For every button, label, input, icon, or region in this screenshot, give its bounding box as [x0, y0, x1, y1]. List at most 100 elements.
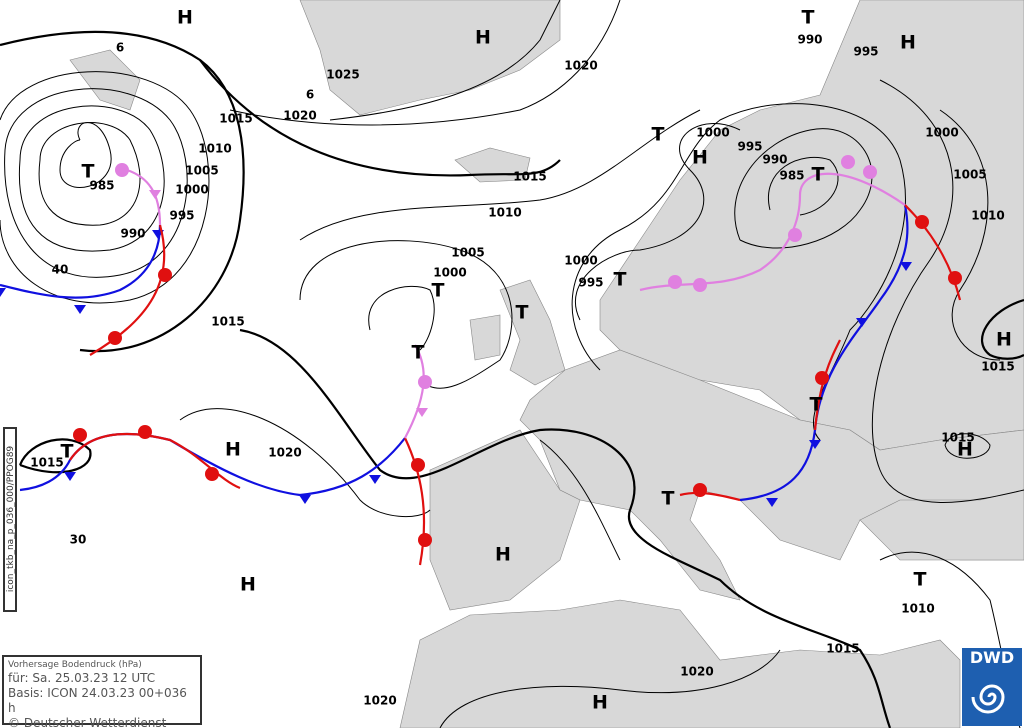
front-semicircle [108, 331, 122, 345]
weather-front [0, 224, 162, 299]
pressure-value-label: 40 [52, 263, 69, 277]
pressure-value-label: 1005 [185, 164, 218, 178]
isobar [4, 88, 188, 278]
pressure-value-label: 1015 [513, 170, 546, 184]
low-pressure-label: T [812, 164, 825, 186]
front-semicircle [668, 275, 682, 289]
pressure-value-label: 995 [853, 45, 878, 59]
turkey [859, 489, 1024, 561]
isobar [574, 123, 741, 321]
pressure-value-label: 1000 [175, 183, 208, 197]
isobar [199, 59, 561, 177]
pressure-value-label: 1020 [680, 665, 713, 679]
low-pressure-label: T [61, 441, 74, 463]
pressure-value-label: 1005 [451, 246, 484, 260]
front-triangle [299, 495, 311, 504]
dwd-logo: DWD [962, 648, 1022, 726]
front-semicircle [418, 533, 432, 547]
high-pressure-label: H [225, 439, 241, 461]
pressure-value-label: 1000 [564, 254, 597, 268]
high-pressure-label: H [692, 147, 708, 169]
pressure-value-label: 1015 [981, 360, 1014, 374]
front-semicircle [863, 165, 877, 179]
isobar [38, 122, 141, 226]
africa [399, 599, 961, 728]
front-triangle [149, 190, 161, 199]
weather-front [679, 491, 741, 502]
pressure-value-label: 1020 [564, 59, 597, 73]
front-triangle [0, 288, 6, 297]
isobar [18, 105, 165, 252]
front-semicircle [815, 371, 829, 385]
pressure-value-label: 995 [737, 140, 762, 154]
front-semicircle [418, 375, 432, 389]
land-masses [69, 0, 1024, 728]
pressure-value-label: 1015 [219, 112, 252, 126]
isobar [539, 439, 621, 561]
front-triangle [74, 305, 86, 314]
front-semicircle [693, 483, 707, 497]
front-semicircle [115, 163, 129, 177]
legend-basis: Basis: ICON 24.03.23 00+036 h [8, 686, 187, 715]
isobar [0, 30, 245, 353]
legend-valid-time: für: Sa. 25.03.23 12 UTC [8, 671, 156, 685]
iberia [429, 429, 581, 611]
pressure-value-label: 1010 [198, 142, 231, 156]
pressure-value-label: 990 [797, 33, 822, 47]
low-pressure-label: T [914, 569, 927, 591]
pressure-value-label: 1015 [211, 315, 244, 329]
pressure-value-label: 1020 [363, 694, 396, 708]
front-semicircle [411, 458, 425, 472]
british-isles [469, 279, 566, 386]
front-semicircle [158, 268, 172, 282]
pressure-value-label: 1015 [30, 456, 63, 470]
low-pressure-label: T [516, 302, 529, 324]
front-semicircle [841, 155, 855, 169]
greenland [299, 0, 561, 116]
isobar [0, 71, 210, 304]
front-triangle [369, 475, 381, 484]
high-pressure-label: H [495, 544, 511, 566]
high-pressure-label: H [475, 27, 491, 49]
isobar [871, 79, 1024, 503]
isobar [299, 240, 513, 389]
front-semicircle [915, 215, 929, 229]
isobar [944, 433, 991, 459]
front-triangle [416, 408, 428, 417]
pressure-value-label: 1005 [953, 168, 986, 182]
isobar [299, 109, 701, 241]
isobar [767, 156, 839, 216]
pressure-value-label: 1010 [488, 206, 521, 220]
pressure-value-label: 985 [779, 169, 804, 183]
fronts [0, 155, 962, 566]
pressure-value-label: 1000 [696, 126, 729, 140]
legend-copyright: © Deutscher Wetterdienst [8, 716, 167, 728]
isobar [734, 128, 873, 249]
front-semicircle [73, 428, 87, 442]
pressure-value-label: 6 [116, 41, 124, 55]
high-pressure-label: H [996, 329, 1012, 351]
front-triangle [64, 472, 76, 481]
legend-box: Vorhersage Bodendruck (hPa) für: Sa. 25.… [2, 655, 202, 728]
front-triangle [766, 498, 778, 507]
isobar [368, 285, 435, 351]
pressure-value-label: 1015 [826, 642, 859, 656]
pressure-value-label: 990 [762, 153, 787, 167]
front-triangle [900, 262, 912, 271]
product-code: icon_tkb_na_p_036_000/PPOG89 [6, 445, 16, 593]
front-semicircle [788, 228, 802, 242]
pressure-value-label: 1015 [941, 431, 974, 445]
isobar [179, 408, 431, 518]
isobar [239, 328, 892, 728]
isobar [229, 0, 621, 126]
high-pressure-label: H [177, 7, 193, 29]
pressure-value-label: 1000 [433, 266, 466, 280]
low-pressure-label: T [432, 280, 445, 302]
front-semicircle [205, 467, 219, 481]
low-pressure-label: T [810, 394, 823, 416]
pressure-value-label: 1000 [925, 126, 958, 140]
isobar [439, 649, 781, 728]
low-pressure-label: T [614, 269, 627, 291]
